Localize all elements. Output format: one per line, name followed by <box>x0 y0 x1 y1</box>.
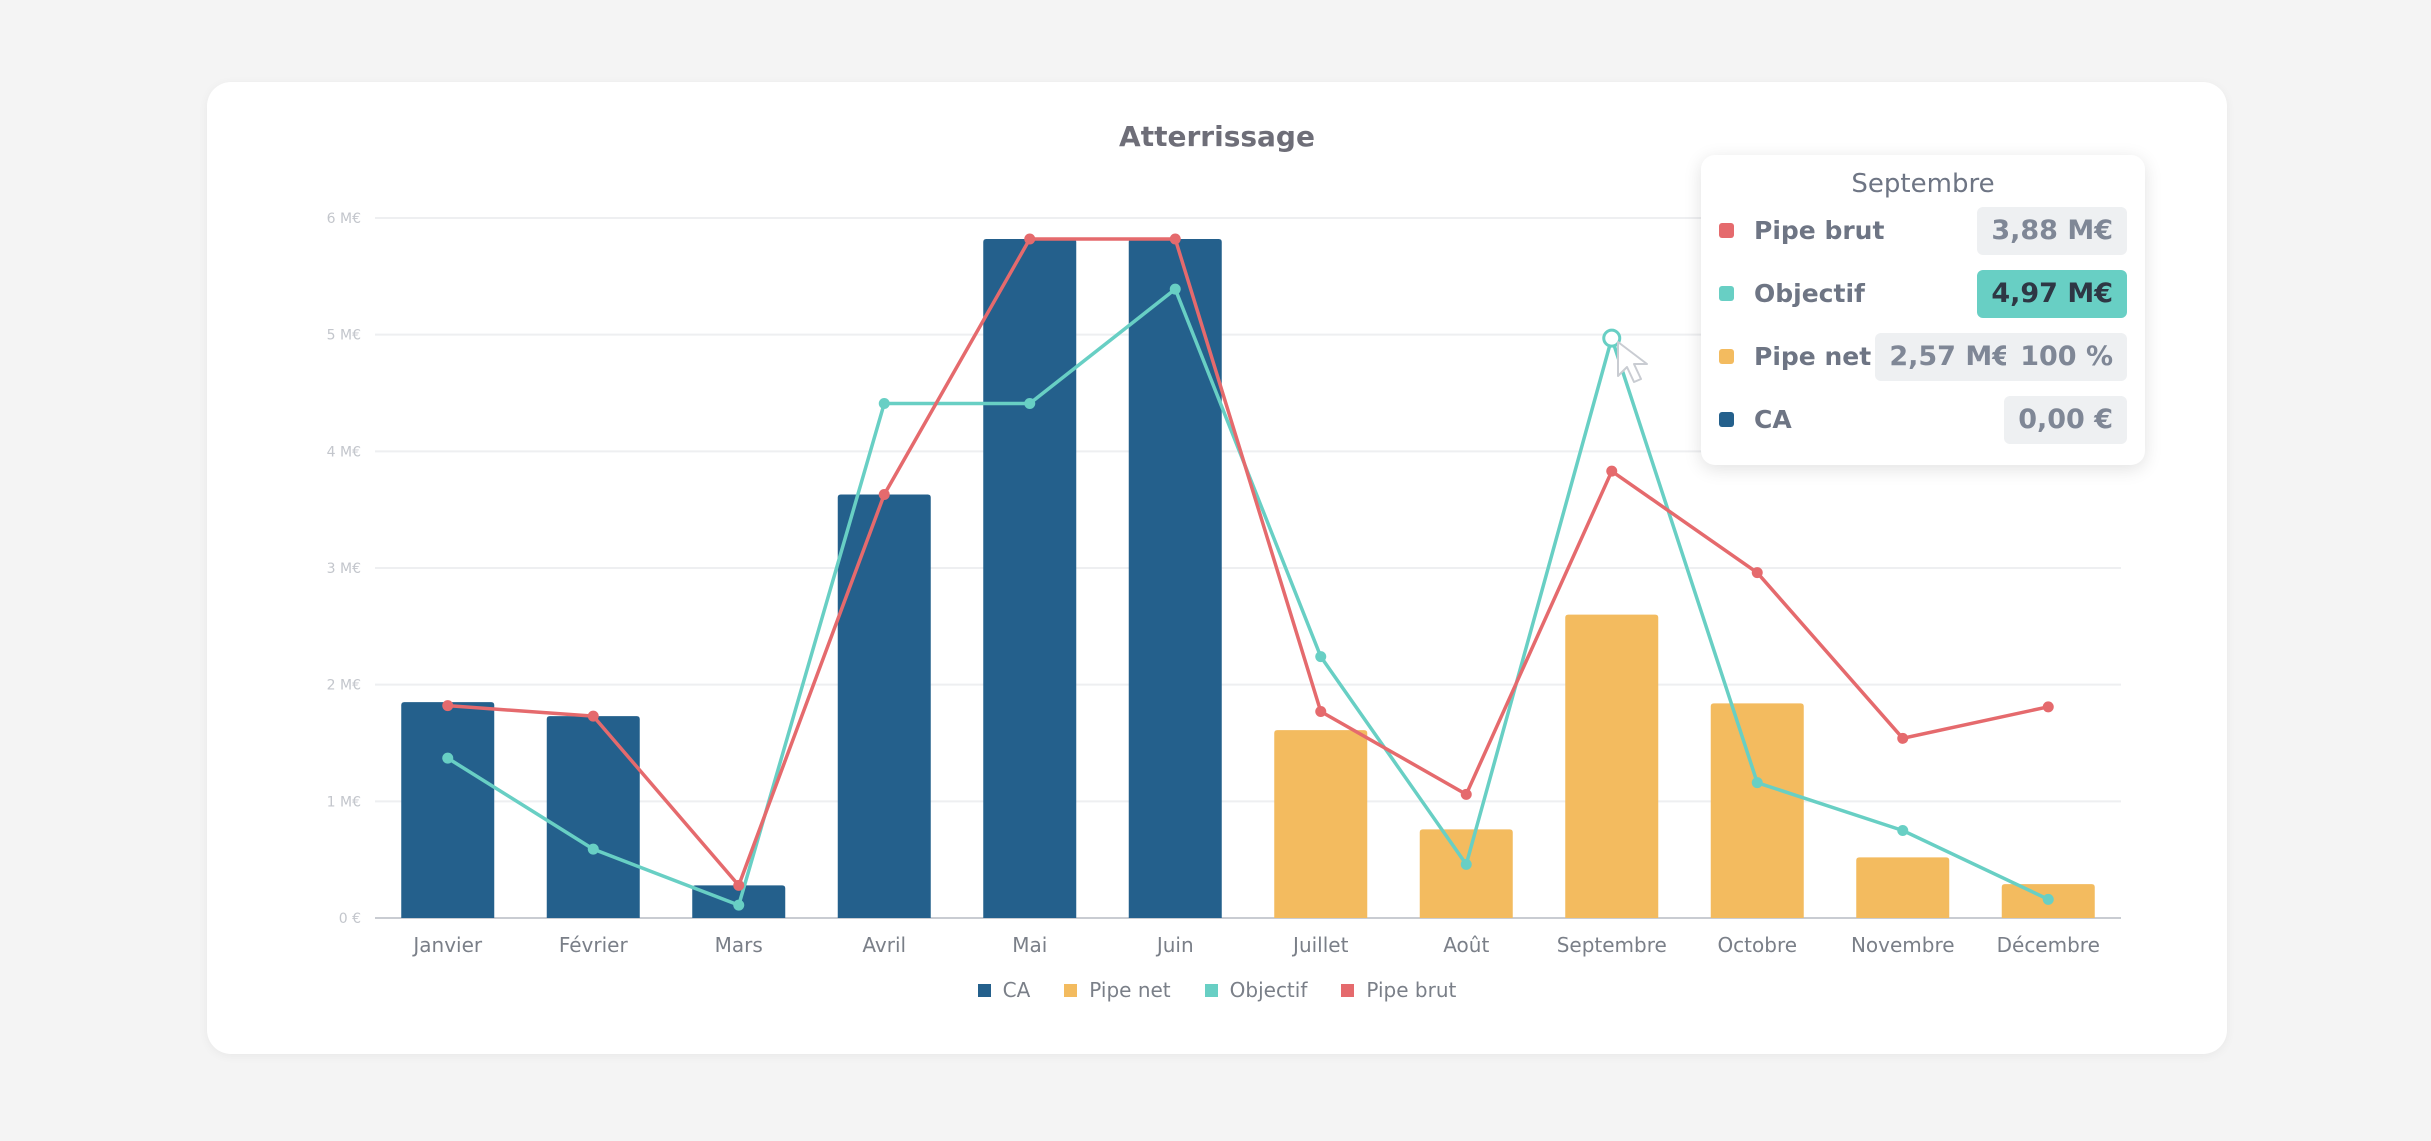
x-tick-label: Mai <box>1012 933 1047 957</box>
point-objectif-hover <box>1602 328 1622 348</box>
point-pipe-brut <box>1169 233 1181 245</box>
point-objectif <box>587 843 599 855</box>
y-tick-label: 2 M€ <box>327 678 361 694</box>
point-pipe-brut <box>1315 706 1327 717</box>
tooltip-row-ca: CA 0,00 € <box>1719 396 2127 444</box>
x-tick-label: Octobre <box>1717 933 1797 957</box>
tooltip-title: Septembre <box>1851 169 1995 199</box>
point-objectif <box>1751 777 1763 789</box>
tooltip-value-objectif: 4,97 M€ <box>1977 270 2127 318</box>
x-tick-label: Février <box>559 933 629 957</box>
tooltip-value-ca: 0,00 € <box>2004 396 2127 444</box>
y-tick-label: 4 M€ <box>327 444 361 460</box>
bar-pipe-net <box>1419 829 1513 918</box>
legend-swatch-pipe-net <box>1064 983 1078 997</box>
bar-pipe-net <box>1856 857 1950 918</box>
bar-ca <box>1128 239 1222 918</box>
bar-pipe-net <box>1565 614 1659 918</box>
point-pipe-brut <box>1606 465 1618 477</box>
chart-tooltip: Septembre Pipe brut 3,88 M€ Objectif 4,9… <box>1701 155 2145 465</box>
bar-ca <box>546 716 640 918</box>
legend-swatch-pipe-brut <box>1341 983 1355 997</box>
y-tick-label: 3 M€ <box>327 561 361 577</box>
legend-label-pipe-net: Pipe net <box>1089 978 1171 1002</box>
point-objectif <box>1169 283 1181 295</box>
tooltip-value-pipe-net-percent: 100 % <box>2006 333 2127 381</box>
tooltip-label-pipe-net: Pipe net <box>1754 342 1872 371</box>
tooltip-label-pipe-brut: Pipe brut <box>1754 216 1885 245</box>
legend-item-pipe-brut[interactable]: Pipe brut <box>1341 978 1456 1002</box>
x-tick-label: Juillet <box>1291 933 1349 957</box>
y-tick-label: 0 € <box>339 911 361 927</box>
point-pipe-brut <box>587 710 599 722</box>
point-objectif <box>1024 398 1036 409</box>
point-pipe-brut <box>442 700 454 712</box>
point-objectif <box>2042 893 2054 905</box>
point-pipe-brut <box>1897 732 1909 744</box>
tooltip-value-pipe-brut: 3,88 M€ <box>1977 207 2127 255</box>
x-tick-label: Janvier <box>411 933 483 957</box>
chart-plot: 0 € 1 M€ 2 M€ 3 M€ 4 M€ 5 M€ 6 M€ Janvier Févrie… <box>327 211 2121 957</box>
tooltip-swatch-objectif <box>1719 286 1734 301</box>
x-tick-label: Décembre <box>1997 933 2100 957</box>
legend-swatch-objectif <box>1204 983 1218 997</box>
bar-ca <box>401 702 495 918</box>
y-tick-label: 1 M€ <box>327 794 361 810</box>
tooltip-row-pipe-brut: Pipe brut 3,88 M€ <box>1719 207 2127 255</box>
x-tick-label: Novembre <box>1851 933 1955 957</box>
legend-swatch-ca <box>977 983 991 997</box>
tooltip-swatch-ca <box>1719 412 1734 427</box>
tooltip-label-objectif: Objectif <box>1754 279 1865 308</box>
y-tick-label: 5 M€ <box>327 328 361 344</box>
y-tick-label: 6 M€ <box>327 211 361 227</box>
chart-legend: CA Pipe net Objectif Pipe brut <box>207 978 2227 1002</box>
legend-label-objectif: Objectif <box>1229 978 1308 1002</box>
point-pipe-brut <box>1024 233 1036 245</box>
tooltip-swatch-pipe-brut <box>1719 223 1734 238</box>
legend-label-ca: CA <box>1002 978 1031 1002</box>
point-pipe-brut <box>878 489 890 500</box>
bar-pipe-net <box>1710 703 1804 918</box>
cursor-arrow-icon <box>1617 341 1648 383</box>
point-objectif <box>878 398 890 409</box>
bar-pipe-net <box>1274 730 1368 918</box>
point-pipe-brut <box>733 879 745 891</box>
point-objectif <box>733 899 745 911</box>
tooltip-row-objectif: Objectif 4,97 M€ <box>1719 270 2127 318</box>
bar-ca <box>837 494 931 918</box>
point-objectif <box>1315 651 1327 663</box>
point-pipe-brut <box>1751 567 1763 579</box>
point-objectif <box>442 752 454 764</box>
tooltip-value-pipe-net: 2,57 M€ <box>1875 333 2025 381</box>
x-tick-label: Avril <box>862 933 906 957</box>
line-pipe-brut <box>447 237 2049 888</box>
legend-label-pipe-brut: Pipe brut <box>1366 978 1457 1002</box>
tooltip-label-ca: CA <box>1754 405 1792 434</box>
point-pipe-brut <box>2042 701 2054 713</box>
x-tick-label: Août <box>1443 933 1489 957</box>
legend-item-objectif[interactable]: Objectif <box>1204 978 1308 1002</box>
bar-ca <box>983 239 1077 918</box>
point-objectif <box>1897 825 1909 836</box>
x-tick-label: Septembre <box>1557 933 1667 957</box>
legend-item-ca[interactable]: CA <box>977 978 1031 1002</box>
x-tick-label: Mars <box>715 933 763 957</box>
tooltip-swatch-pipe-net <box>1719 349 1734 364</box>
point-objectif <box>1460 858 1472 870</box>
chart-card: Atterrissage 0 € 1 M€ 2 M€ 3 M€ 4 M€ 5 M€ 6 M€… <box>207 82 2227 1054</box>
tooltip-row-pipe-net: Pipe net 2,57 M€ 100 % <box>1719 333 2127 381</box>
legend-item-pipe-net[interactable]: Pipe net <box>1064 978 1171 1002</box>
chart-title: Atterrissage <box>1119 120 1315 153</box>
x-tick-label: Juin <box>1155 933 1194 957</box>
point-pipe-brut <box>1460 788 1472 800</box>
